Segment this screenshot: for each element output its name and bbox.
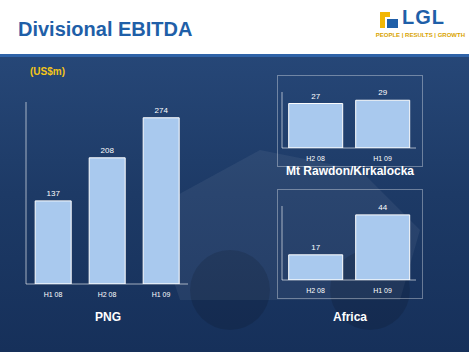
html-text:PNG: PNG — [95, 310, 121, 324]
html-text:LGL: LGL — [402, 6, 445, 28]
svg-text:H2 08: H2 08 — [98, 291, 117, 298]
svg-text:H2 08: H2 08 — [306, 287, 325, 294]
svg-text:29: 29 — [378, 88, 387, 97]
svg-text:H1 09: H1 09 — [373, 155, 392, 162]
svg-text:H1 09: H1 09 — [152, 291, 171, 298]
svg-text:137: 137 — [47, 189, 61, 198]
html-text:PEOPLE | RESULTS | GROWTH: PEOPLE | RESULTS | GROWTH — [375, 32, 465, 38]
svg-text:H2 08: H2 08 — [306, 155, 325, 162]
svg-text:17: 17 — [311, 243, 320, 252]
svg-text:27: 27 — [311, 92, 320, 101]
svg-text:H1 09: H1 09 — [373, 287, 392, 294]
svg-text:44: 44 — [378, 203, 387, 212]
html-text:(US$m): (US$m) — [30, 66, 65, 77]
html-text:Africa: Africa — [333, 310, 367, 324]
html-text:Mt Rawdon/Kirkalocka: Mt Rawdon/Kirkalocka — [286, 164, 414, 178]
svg-text:208: 208 — [101, 146, 115, 155]
html-text:Divisional EBITDA: Divisional EBITDA — [18, 18, 193, 40]
svg-text:H1 08: H1 08 — [44, 291, 63, 298]
svg-text:274: 274 — [155, 106, 169, 115]
